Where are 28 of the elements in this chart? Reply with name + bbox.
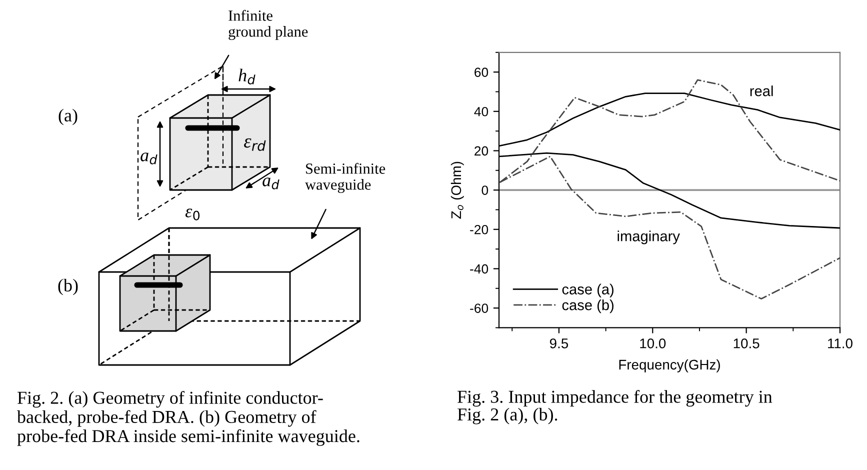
text: Semi-infinite waveguide bbox=[305, 162, 386, 193]
y-tick-label: 20 bbox=[474, 146, 488, 156]
x-tick-label: 9.5 bbox=[550, 338, 568, 348]
x-tick-label: 11.0 bbox=[828, 338, 852, 348]
y-tick-label: -60 bbox=[470, 304, 488, 313]
annotation: real bbox=[750, 86, 773, 96]
text: ε$_{0}$ bbox=[185, 208, 200, 220]
text: (a) bbox=[58, 108, 78, 126]
legend-label: case (b) bbox=[562, 300, 614, 314]
x-axis-title: Frequency(GHz) bbox=[619, 359, 720, 372]
y-tick-label: 0 bbox=[482, 186, 488, 195]
y-tick-label: -40 bbox=[470, 264, 488, 274]
y-axis-title: Z$_{o}$ (Ohm) bbox=[450, 162, 464, 219]
y-tick-label: 40 bbox=[474, 106, 488, 116]
text: a$_{d}$ bbox=[140, 152, 158, 164]
text: a$_{d}$ bbox=[262, 178, 280, 190]
text: (b) bbox=[58, 278, 78, 296]
text: ε$_{rd}$ bbox=[244, 138, 266, 151]
x-tick-label: 10.0 bbox=[640, 338, 666, 348]
legend-label: case (a) bbox=[562, 284, 614, 298]
text: h$_{d}$ bbox=[238, 68, 256, 84]
text: Infinite ground plane bbox=[228, 10, 308, 40]
caption: Fig. 2. (a) Geometry of infinite conductor- backed, probe-fed DRA. (b) Geometry of probe-fed DRA inside semi-infinite waveguide. bbox=[17, 391, 360, 446]
annotation: imaginary bbox=[618, 230, 680, 244]
x-tick-label: 10.5 bbox=[734, 338, 760, 348]
y-tick-label: 60 bbox=[474, 68, 488, 77]
y-tick-label: -20 bbox=[470, 224, 488, 234]
caption: Fig. 3. Input impedance for the geometry in Fig. 2 (a), (b). bbox=[458, 390, 772, 424]
